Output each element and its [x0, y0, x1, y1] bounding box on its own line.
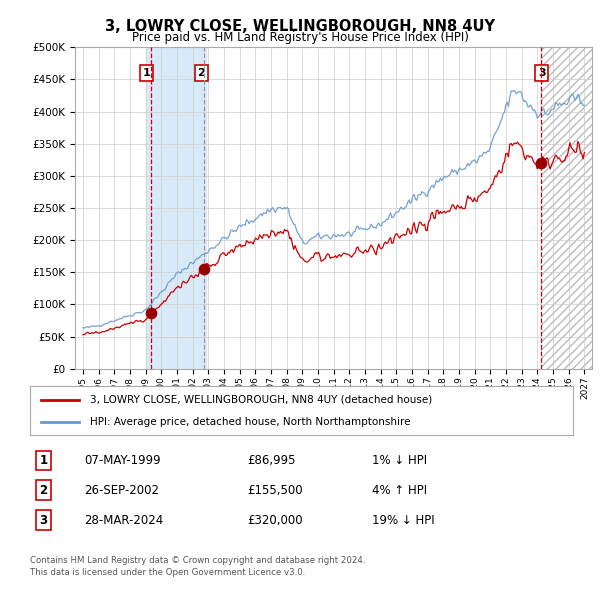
Text: 19% ↓ HPI: 19% ↓ HPI: [372, 513, 435, 526]
Text: 28-MAR-2024: 28-MAR-2024: [85, 513, 164, 526]
Text: HPI: Average price, detached house, North Northamptonshire: HPI: Average price, detached house, Nort…: [90, 417, 410, 427]
Bar: [541, 47, 592, 369]
Text: 1: 1: [142, 68, 150, 78]
Text: 3: 3: [40, 513, 47, 526]
Text: 2: 2: [197, 68, 205, 78]
Text: 3, LOWRY CLOSE, WELLINGBOROUGH, NN8 4UY (detached house): 3, LOWRY CLOSE, WELLINGBOROUGH, NN8 4UY …: [90, 395, 432, 405]
Text: 3, LOWRY CLOSE, WELLINGBOROUGH, NN8 4UY: 3, LOWRY CLOSE, WELLINGBOROUGH, NN8 4UY: [105, 19, 495, 34]
Text: This data is licensed under the Open Government Licence v3.0.: This data is licensed under the Open Gov…: [30, 568, 305, 576]
Text: 3: 3: [538, 68, 545, 78]
Bar: [146, 47, 206, 369]
Text: 4% ↑ HPI: 4% ↑ HPI: [372, 484, 427, 497]
Text: 1% ↓ HPI: 1% ↓ HPI: [372, 454, 427, 467]
Text: Price paid vs. HM Land Registry's House Price Index (HPI): Price paid vs. HM Land Registry's House …: [131, 31, 469, 44]
Point: [536, 158, 546, 168]
Text: £155,500: £155,500: [247, 484, 303, 497]
Text: Contains HM Land Registry data © Crown copyright and database right 2024.: Contains HM Land Registry data © Crown c…: [30, 556, 365, 565]
Point: [146, 308, 156, 317]
Text: 26-SEP-2002: 26-SEP-2002: [85, 484, 160, 497]
Text: £86,995: £86,995: [247, 454, 296, 467]
Point: [199, 264, 209, 274]
Text: £320,000: £320,000: [247, 513, 303, 526]
Text: 2: 2: [40, 484, 47, 497]
Text: 1: 1: [40, 454, 47, 467]
Text: 07-MAY-1999: 07-MAY-1999: [85, 454, 161, 467]
